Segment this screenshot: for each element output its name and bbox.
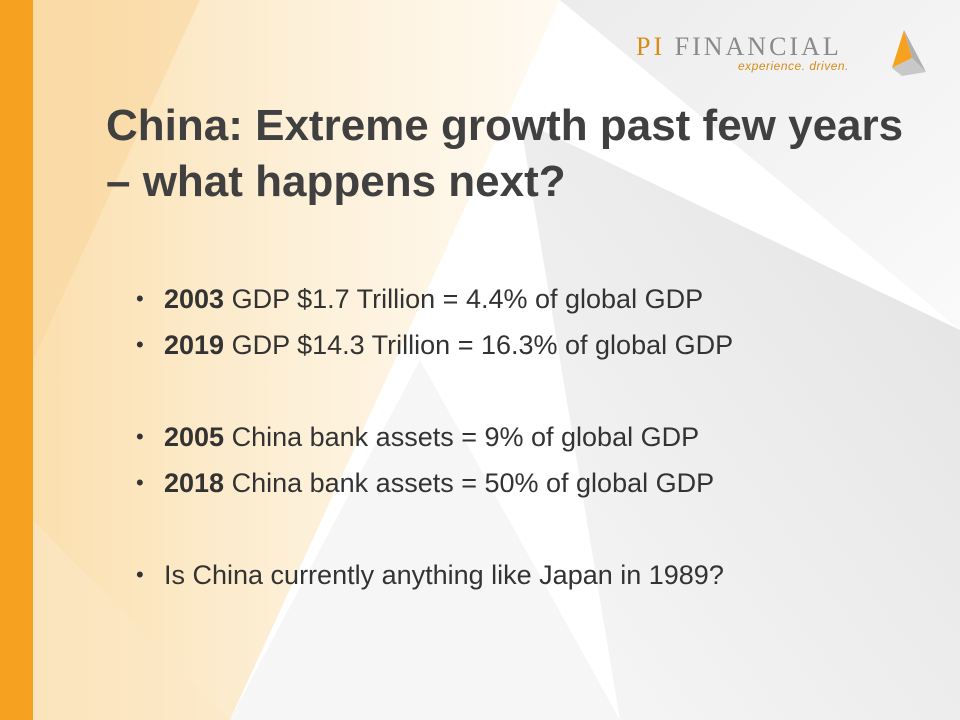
bullet-dot: • [136, 286, 144, 311]
slide-title: China: Extreme growth past few years – w… [106, 101, 904, 206]
bullet-text: GDP $14.3 Trillion = 16.3% of global GDP [224, 330, 734, 360]
bullet-text: China bank assets = 9% of global GDP [224, 422, 700, 452]
bullet-item: • 2018 China bank assets = 50% of global… [136, 462, 733, 508]
bullet-dot: • [136, 332, 144, 357]
logo-tagline: experience. driven. [738, 59, 849, 73]
bullet-dot: • [136, 562, 144, 587]
bullet-text: Is China currently anything like Japan i… [164, 560, 724, 590]
bullet-text: GDP $1.7 Trillion = 4.4% of global GDP [224, 284, 704, 314]
accent-bar [0, 0, 33, 720]
bullet-dot: • [136, 470, 144, 495]
bullet-item: • 2003 GDP $1.7 Trillion = 4.4% of globa… [136, 278, 733, 324]
bullet-item: • 2019 GDP $14.3 Trillion = 16.3% of glo… [136, 324, 733, 370]
bullet-year: 2018 [164, 468, 225, 498]
bullet-item: • Is China currently anything like Japan… [136, 554, 733, 600]
company-logo: PI FINANCIAL experience. driven. [636, 28, 936, 82]
bullet-dot: • [136, 424, 144, 449]
bullet-year: 2019 [164, 330, 225, 360]
bullet-list: • 2003 GDP $1.7 Trillion = 4.4% of globa… [136, 278, 733, 600]
logo-financial: FINANCIAL [674, 32, 842, 61]
bullet-year: 2005 [164, 422, 225, 452]
bullet-item: • 2005 China bank assets = 9% of global … [136, 416, 733, 462]
logo-pi: PI [636, 32, 666, 61]
bullet-text: China bank assets = 50% of global GDP [224, 468, 715, 498]
bullet-year: 2003 [164, 284, 225, 314]
logo-wordmark: PI FINANCIAL [636, 32, 842, 62]
sail-logo-icon [892, 30, 926, 76]
